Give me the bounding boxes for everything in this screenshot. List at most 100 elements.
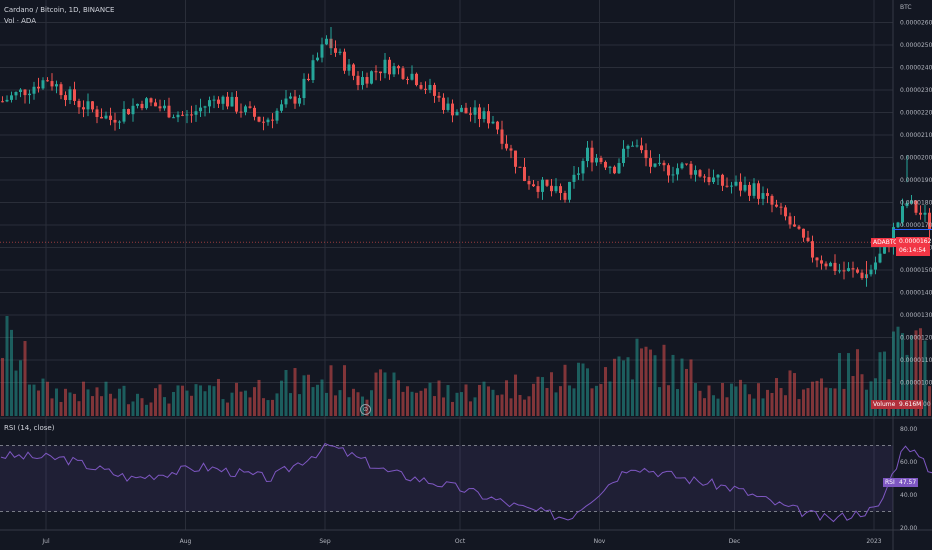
volume-bar xyxy=(608,381,612,416)
candle-body xyxy=(325,38,328,45)
volume-bar xyxy=(221,399,225,416)
candle-body xyxy=(469,113,472,115)
rsi-legend[interactable]: RSI (14, close) xyxy=(4,424,55,432)
candle-body xyxy=(86,101,90,110)
volume-bar xyxy=(185,390,189,416)
candle-body xyxy=(235,96,238,112)
candle-body xyxy=(892,227,895,247)
candle-body xyxy=(221,96,225,104)
volume-bar xyxy=(415,392,418,416)
volume-bar xyxy=(95,387,99,416)
volume-bar xyxy=(100,396,103,416)
volume-bar xyxy=(320,379,324,416)
volume-bar xyxy=(244,390,247,416)
candle-body xyxy=(662,162,666,166)
candle-body xyxy=(640,145,643,151)
candle-body xyxy=(320,44,324,58)
candle-body xyxy=(307,78,310,81)
volume-bar xyxy=(919,328,922,416)
volume-bar xyxy=(815,380,819,416)
volume-bar xyxy=(559,386,562,416)
currency-label: BTC xyxy=(900,4,912,11)
volume-bar xyxy=(865,389,868,416)
candle-body xyxy=(811,241,814,258)
volume-bar xyxy=(307,374,310,416)
volume-bar xyxy=(757,383,760,416)
volume-bar xyxy=(478,384,481,416)
volume-bar xyxy=(46,381,49,416)
volume-bar xyxy=(577,362,580,416)
volume-bar xyxy=(532,383,535,416)
candle-body xyxy=(91,101,94,110)
volume-bar xyxy=(563,364,567,416)
candle-body xyxy=(671,174,675,176)
volume-bar xyxy=(712,395,715,416)
volume-bar xyxy=(208,385,211,416)
candle-body xyxy=(203,106,207,108)
goto-realtime-icon[interactable]: ⊙ xyxy=(360,404,371,415)
volume-bar xyxy=(811,381,814,416)
candle-body xyxy=(707,177,711,183)
volume-bar xyxy=(802,389,805,416)
volume-bar xyxy=(352,388,355,416)
symbol-legend[interactable]: Cardano / Bitcoin, 1D, BINANCE xyxy=(4,6,115,14)
candle-body xyxy=(158,106,162,109)
candle-body xyxy=(163,105,166,109)
candle-body xyxy=(244,106,247,113)
volume-bar xyxy=(262,398,265,416)
volume-bar xyxy=(842,388,846,416)
candle-body xyxy=(928,212,931,230)
volume-bar xyxy=(410,391,414,416)
candle-body xyxy=(428,84,432,90)
rsi-scale[interactable]: 80.00 60.00 40.00 20.00 xyxy=(900,426,917,532)
volume-bar xyxy=(572,388,576,416)
volume-bar xyxy=(311,387,315,416)
candle-body xyxy=(608,166,612,168)
candle-body xyxy=(437,95,441,98)
time-axis[interactable]: JulAugSepOctNovDec2023FebMarAprMayJunJul… xyxy=(41,538,932,545)
candle-body xyxy=(775,204,778,207)
candle-body xyxy=(271,119,274,121)
volume-bar xyxy=(595,385,598,416)
volume-bar xyxy=(703,398,706,416)
volume-bar xyxy=(617,356,621,416)
candle-body xyxy=(563,193,567,200)
candle-body xyxy=(451,103,454,116)
candle-body xyxy=(442,97,445,110)
volume-legend[interactable]: Vol · ADA xyxy=(4,17,36,25)
volume-bar xyxy=(64,388,67,416)
volume-bar xyxy=(590,388,594,416)
volume-bar xyxy=(928,386,931,416)
candle-body xyxy=(185,114,189,116)
candle-body xyxy=(757,183,760,199)
volume-bar xyxy=(442,397,445,416)
candle-body xyxy=(694,170,697,175)
volume-bar xyxy=(541,377,544,416)
volume-bar xyxy=(428,382,432,416)
rsi-tick-label: 80.00 xyxy=(900,426,917,433)
volume-bar xyxy=(190,395,193,416)
volume-bar xyxy=(739,379,742,416)
candle-body xyxy=(761,193,765,199)
candle-body xyxy=(131,105,135,115)
candle-body xyxy=(550,185,553,192)
price-tick-label: 0.00001000 xyxy=(900,380,932,387)
candle-body xyxy=(878,253,882,263)
candle-body xyxy=(383,59,387,74)
candle-body xyxy=(343,51,346,71)
partial-price-tick: 00 xyxy=(923,401,931,408)
grid-lines xyxy=(0,0,893,530)
volume-bar xyxy=(820,378,823,416)
volume-bar xyxy=(622,360,625,416)
volume-bar xyxy=(536,376,540,416)
candle-body xyxy=(104,115,108,119)
candle-body xyxy=(379,71,382,74)
candle-body xyxy=(685,163,688,165)
volume-bar xyxy=(829,388,832,416)
rsi-pane xyxy=(0,442,932,523)
volume-bar xyxy=(482,381,486,416)
candle-body xyxy=(644,150,648,159)
